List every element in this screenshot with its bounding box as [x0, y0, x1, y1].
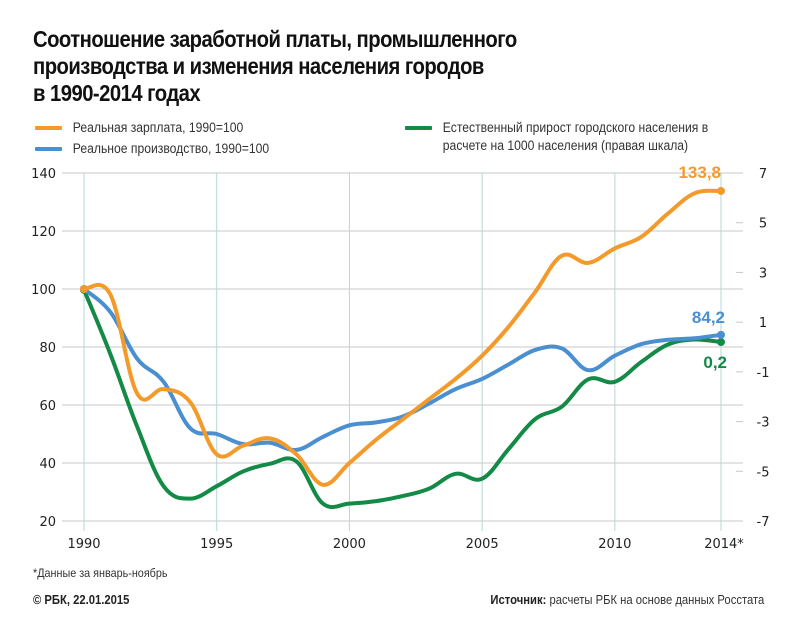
end-label-population: 0,2: [703, 353, 727, 372]
legend-swatch-population: [405, 126, 432, 130]
legend-label-production: Реальное производство, 1990=100: [72, 141, 270, 156]
y2-tick-label: -3: [757, 416, 770, 431]
x-tick-label: 1990: [67, 537, 100, 552]
series-lines: [80, 186, 725, 510]
end-labels: 0,2 84,2 133,8: [678, 163, 727, 372]
source: Источник: расчеты РБК на основе данных Р…: [490, 593, 764, 607]
y2-tick-label: 5: [759, 217, 767, 232]
x-tick-label: 2010: [598, 537, 631, 552]
y2-tick-label: -1: [757, 366, 770, 381]
x-tick-label: 2000: [333, 537, 366, 552]
x-tick-label: 2005: [466, 537, 499, 552]
footnote: *Данные за январь-ноябрь: [33, 566, 168, 580]
end-label-production: 84,2: [692, 308, 725, 327]
y-tick-label: 80: [39, 341, 56, 356]
legend-item-production: Реальное производство, 1990=100: [35, 140, 269, 158]
series-end-point-wage: [717, 186, 725, 195]
series-end-point-population: [717, 338, 725, 347]
y2-tick-label: -5: [757, 465, 770, 480]
legend-item-wage: Реальная зарплата, 1990=100: [35, 119, 243, 137]
legend-swatch-production: [35, 147, 62, 151]
series-line-population: [82, 287, 723, 510]
title-line-2: производства и изменения населения город…: [33, 53, 484, 79]
axis-ticks: 20 40 60 80 100 120 140 1990 1995 2000 2005 2010 201…: [31, 167, 769, 552]
title-line-3: в 1990-2014 годах: [33, 80, 201, 106]
y2-tick-label: 7: [759, 167, 767, 182]
legend-label-population: Естественный прирост городского населени…: [442, 120, 709, 153]
legend-label-wage: Реальная зарплата, 1990=100: [72, 120, 244, 135]
series-start-point-wage: [80, 285, 88, 293]
y-tick-label: 60: [39, 399, 56, 414]
end-label-wage: 133,8: [678, 163, 721, 182]
series-line-production: [82, 287, 723, 452]
source-text: расчеты РБК на основе данных Росстата: [546, 593, 764, 607]
y-tick-label: 100: [31, 283, 56, 298]
title-line-1: Соотношение заработной платы, промышленн…: [33, 26, 517, 52]
chart-title: Соотношение заработной платы, промышленн…: [33, 26, 649, 107]
copyright: © РБК, 22.01.2015: [33, 593, 130, 607]
y-tick-label: 140: [31, 167, 56, 182]
legend-item-population: Естественный прирост городского населени…: [405, 119, 761, 155]
y2-tick-label: -7: [757, 515, 770, 530]
gridlines: [62, 172, 743, 531]
y-tick-label: 20: [39, 515, 56, 530]
x-tick-label: 1995: [200, 537, 233, 552]
y2-tick-label: 1: [759, 316, 767, 331]
y-tick-label: 40: [39, 457, 56, 472]
y2-tick-label: 3: [759, 266, 767, 281]
source-label: Источник:: [490, 593, 547, 607]
x-tick-label: 2014*: [704, 537, 744, 552]
legend-swatch-wage: [35, 126, 62, 130]
y-tick-label: 120: [31, 225, 56, 240]
series-line-wage: [82, 188, 723, 487]
series-end-point-production: [717, 330, 725, 339]
